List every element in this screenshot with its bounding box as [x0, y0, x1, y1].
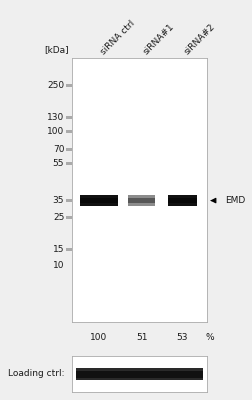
Bar	[66, 84, 72, 87]
Bar	[76, 368, 203, 380]
Text: 15: 15	[53, 245, 64, 254]
Bar	[129, 198, 155, 203]
Text: 10: 10	[53, 261, 64, 270]
Text: 250: 250	[47, 81, 64, 90]
Text: siRNA#1: siRNA#1	[142, 22, 176, 56]
Bar	[129, 195, 155, 206]
Text: 35: 35	[53, 196, 64, 205]
Bar	[168, 195, 197, 206]
Text: Loading ctrl:: Loading ctrl:	[8, 370, 64, 378]
Bar	[66, 248, 72, 251]
Text: 51: 51	[136, 334, 148, 342]
Bar	[66, 116, 72, 119]
Bar	[168, 198, 197, 203]
Bar	[80, 198, 118, 203]
Bar	[66, 162, 72, 165]
Text: siRNA ctrl: siRNA ctrl	[99, 18, 136, 56]
Text: 130: 130	[47, 113, 64, 122]
Text: EMD: EMD	[226, 196, 246, 205]
Text: 70: 70	[53, 144, 64, 154]
Text: 100: 100	[47, 128, 64, 136]
Bar	[76, 371, 203, 378]
Text: siRNA#2: siRNA#2	[182, 22, 217, 56]
Bar	[80, 195, 118, 206]
Text: %: %	[205, 334, 214, 342]
Bar	[66, 130, 72, 133]
Bar	[66, 199, 72, 202]
Text: 100: 100	[90, 334, 107, 342]
Bar	[66, 216, 72, 219]
Text: 55: 55	[53, 159, 64, 168]
Bar	[66, 148, 72, 150]
Text: 25: 25	[53, 213, 64, 222]
Text: 53: 53	[177, 334, 188, 342]
Text: [kDa]: [kDa]	[45, 45, 69, 54]
